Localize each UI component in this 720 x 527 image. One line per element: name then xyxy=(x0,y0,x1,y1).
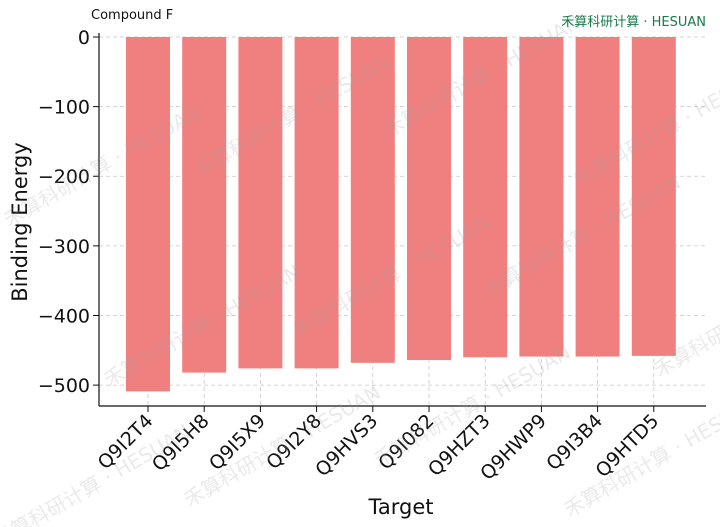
y-tick-label: −100 xyxy=(38,97,90,119)
y-tick-label: −500 xyxy=(38,375,90,397)
bar xyxy=(238,37,283,369)
bar xyxy=(519,37,564,357)
x-ticks: Q9I2T4Q9I5H8Q9I5X9Q9I2Y8Q9HVS3Q9I082Q9HZ… xyxy=(94,406,663,485)
x-tick-label: Q9I5X9 xyxy=(205,410,270,475)
bar xyxy=(294,37,339,369)
y-tick-label: −300 xyxy=(38,236,90,258)
bar xyxy=(631,37,676,356)
bar xyxy=(126,37,170,392)
axes xyxy=(98,33,706,407)
bar xyxy=(575,37,620,357)
y-ticks: 0 −100 −200 −300 −400 −500 xyxy=(38,27,99,397)
x-tick-label: Q9HVS3 xyxy=(311,410,382,481)
x-tick-label: Q9I5H8 xyxy=(148,410,214,476)
bars xyxy=(126,37,676,392)
bar xyxy=(407,37,451,361)
chart-title: Compound F xyxy=(91,8,174,23)
x-axis-label: Target xyxy=(368,495,434,519)
y-tick-label: 0 xyxy=(78,27,90,49)
bar xyxy=(350,37,395,363)
y-tick-label: −400 xyxy=(38,305,90,327)
bar xyxy=(463,37,508,358)
y-tick-label: −200 xyxy=(38,166,90,188)
brand-label: 禾算科研计算 · HESUAN xyxy=(561,15,706,30)
y-axis-label: Binding Energy xyxy=(8,142,32,302)
x-tick-label: Q9I2T4 xyxy=(94,410,158,474)
bar xyxy=(182,37,227,373)
